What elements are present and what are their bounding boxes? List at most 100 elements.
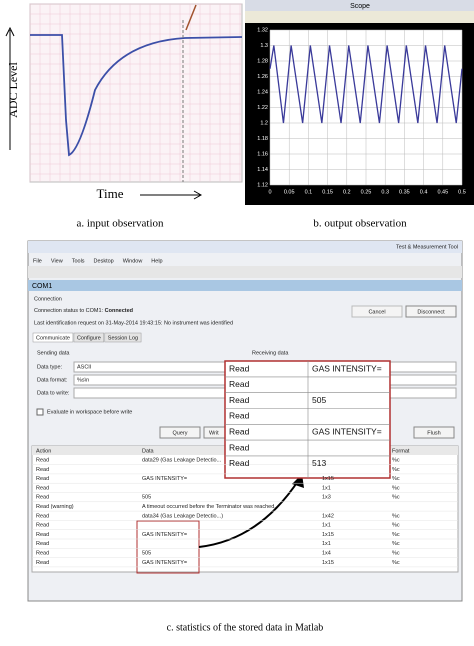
toolbar	[28, 266, 462, 278]
last-request: Last identification request on 31-May-20…	[34, 320, 233, 326]
column-header: Action	[36, 448, 51, 454]
inset-cell: Read	[229, 363, 250, 373]
y-tick-label: 1.18	[257, 136, 268, 142]
caption: a. input observation	[76, 218, 164, 230]
inset-cell: Read	[229, 442, 250, 452]
query-label: Query	[173, 430, 188, 436]
x-tick-label: 0.4	[420, 189, 428, 195]
section-heading: Connection	[34, 296, 62, 302]
field-value: ASCII	[77, 364, 92, 370]
y-tick-label: 1.2	[260, 120, 268, 126]
x-tick-label: 0.5	[458, 189, 466, 195]
disconnect-button[interactable]	[405, 305, 457, 318]
tab-label: Session Log	[108, 335, 138, 341]
inset-cell: Read	[229, 379, 250, 389]
group-label: Receiving data	[252, 350, 289, 356]
table-cell: Read	[36, 467, 49, 473]
inset-table	[224, 360, 391, 479]
tab[interactable]	[104, 332, 142, 343]
inset-cell: GAS INTENSITY=	[312, 363, 382, 373]
inset-cell: 513	[312, 458, 326, 468]
table-cell: Read	[36, 476, 49, 482]
tab[interactable]	[73, 332, 105, 343]
y-tick-label: 1.3	[260, 43, 268, 49]
inset-cell: GAS INTENSITY=	[312, 426, 382, 436]
field-label: Data type:	[37, 364, 63, 370]
inset-cell: Read	[229, 426, 250, 436]
table-cell: Read	[36, 541, 49, 547]
table-cell: %c	[392, 495, 400, 501]
table-cell: A timeout occurred before the Terminator…	[142, 504, 276, 510]
x-tick-label: 0.35	[399, 189, 410, 195]
flush-button[interactable]	[413, 426, 455, 439]
menu-item[interactable]: Tools	[72, 258, 85, 264]
table-cell: %c	[392, 513, 400, 519]
x-axis-label: Time	[97, 186, 124, 201]
menu-item[interactable]: Window	[123, 258, 143, 264]
table-cell: %c	[392, 560, 400, 566]
table-cell: Read (warning)	[36, 504, 74, 510]
y-tick-label: 1.14	[257, 167, 268, 173]
column-header: Data	[142, 448, 155, 454]
tab-label: Communicate	[36, 335, 70, 341]
table-cell: 1x15	[322, 560, 334, 566]
inset-cell: Read	[229, 411, 250, 421]
menu-item[interactable]: Help	[151, 258, 162, 264]
x-tick-label: 0.1	[305, 189, 313, 195]
table-cell: %c	[392, 467, 400, 473]
field-label: Data to write:	[37, 390, 70, 396]
write-label: Writ	[209, 430, 219, 436]
menu-item[interactable]: View	[51, 258, 63, 264]
status: Connected	[105, 308, 133, 314]
menu-item[interactable]: File	[33, 258, 42, 264]
y-tick-label: 1.12	[257, 182, 268, 188]
table-cell: GAS INTENSITY=	[142, 560, 187, 566]
checkbox[interactable]	[36, 408, 44, 416]
x-tick-label: 0	[268, 189, 271, 195]
node-title: COM1	[32, 283, 52, 290]
toolbar	[245, 11, 474, 23]
table-cell: 1x3	[322, 495, 331, 501]
input-panel: ADC Level Time a. input observation	[5, 3, 243, 230]
query-button[interactable]	[159, 426, 201, 439]
table-cell: 1x15	[322, 532, 334, 538]
x-tick-label: 0.3	[381, 189, 389, 195]
y-tick-label: 1.28	[257, 58, 268, 64]
table-cell: %c	[392, 523, 400, 529]
table-cell: Read	[36, 523, 49, 529]
table-cell: %c	[392, 532, 400, 538]
table-cell: 1x15	[322, 476, 334, 482]
table-cell: 1x1	[322, 523, 331, 529]
table-cell: 1x1	[322, 541, 331, 547]
table-cell: 505	[142, 495, 151, 501]
x-tick-label: 0.25	[361, 189, 372, 195]
title-bar	[245, 0, 474, 11]
table-cell: Read	[36, 532, 49, 538]
tab-label: Configure	[77, 335, 101, 341]
tab[interactable]	[32, 332, 74, 343]
y-tick-label: 1.32	[257, 27, 268, 33]
menu-item[interactable]: Desktop	[94, 258, 114, 264]
node-header	[28, 280, 462, 291]
field-value: %s\n	[77, 377, 89, 383]
x-tick-label: 0.45	[437, 189, 448, 195]
checkbox-label: Evaluate in workspace before write	[47, 409, 132, 415]
table-cell: Read	[36, 457, 49, 463]
cancel-button[interactable]	[351, 305, 403, 318]
series-line	[269, 45, 463, 124]
window-title: Scope	[350, 3, 370, 10]
x-tick-label: 0.15	[322, 189, 333, 195]
caption: b. output observation	[313, 218, 407, 230]
input-curve	[30, 34, 243, 157]
table-cell: data29 (Gas Leakage Detectio...	[142, 457, 222, 463]
y-tick-label: 1.24	[257, 89, 268, 95]
table-cell: 1x1	[322, 485, 331, 491]
y-arrowhead	[5, 26, 15, 37]
title-bar	[28, 241, 462, 253]
table-cell: %c	[392, 476, 400, 482]
column-header: Format	[392, 448, 410, 454]
link-arrow	[198, 477, 301, 548]
table-cell: data34 (Gas Leakage Detectio...)	[142, 513, 223, 519]
table-cell: Read	[36, 495, 49, 501]
